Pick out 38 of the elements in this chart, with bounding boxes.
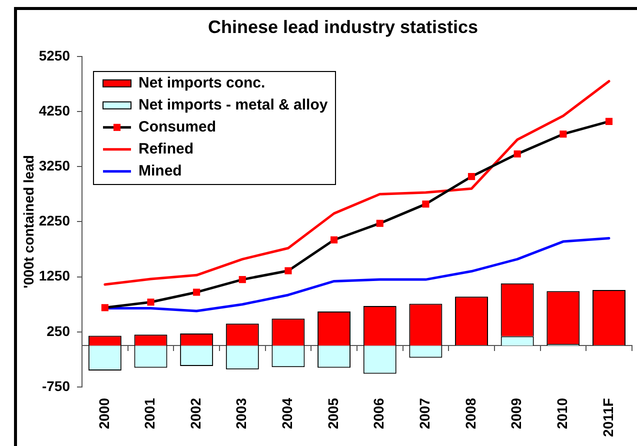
point xyxy=(605,118,613,125)
x-tick-label: 2007 xyxy=(416,398,433,430)
point xyxy=(514,150,521,158)
x-tick-label: 2010 xyxy=(554,398,570,430)
x-tick-label: 2009 xyxy=(508,398,524,430)
legend-label: Consumed xyxy=(138,118,216,136)
x-tick-label: 2002 xyxy=(187,398,204,430)
x-tick-label: 2000 xyxy=(96,398,112,430)
y-tick-label: -750 xyxy=(42,378,70,394)
chart-title: Chinese lead industry statistics xyxy=(208,16,478,37)
y-tick-label: 250 xyxy=(46,322,70,339)
point xyxy=(101,304,108,312)
point xyxy=(147,298,154,306)
y-tick-label: 3250 xyxy=(38,157,70,174)
x-tick-label: 2005 xyxy=(324,398,341,430)
y-tick-label: 4250 xyxy=(38,102,70,118)
point xyxy=(422,200,430,208)
x-tick-label: 2011F xyxy=(600,398,616,437)
x-tick-label: 2008 xyxy=(462,398,478,430)
point xyxy=(284,267,292,274)
x-tick-label: 2003 xyxy=(233,398,250,430)
point xyxy=(560,130,567,138)
point xyxy=(238,276,246,284)
y-axis-title: '000t contained lead xyxy=(20,155,36,288)
y-tick-label: 5250 xyxy=(38,47,70,64)
legend-label: Mined xyxy=(138,162,182,180)
y-tick-label: 2250 xyxy=(38,212,70,229)
legend-label: Net imports conc. xyxy=(138,74,266,92)
point xyxy=(376,220,384,227)
point xyxy=(330,236,338,244)
legend-label: Refined xyxy=(138,140,194,158)
point xyxy=(468,172,476,180)
x-tick-label: 2006 xyxy=(370,398,387,430)
legend-label: Net imports - metal & alloy xyxy=(138,96,328,114)
point xyxy=(193,288,200,296)
y-tick-label: 1250 xyxy=(38,268,70,284)
x-tick-label: 2001 xyxy=(142,398,158,430)
x-tick-label: 2004 xyxy=(279,398,296,430)
